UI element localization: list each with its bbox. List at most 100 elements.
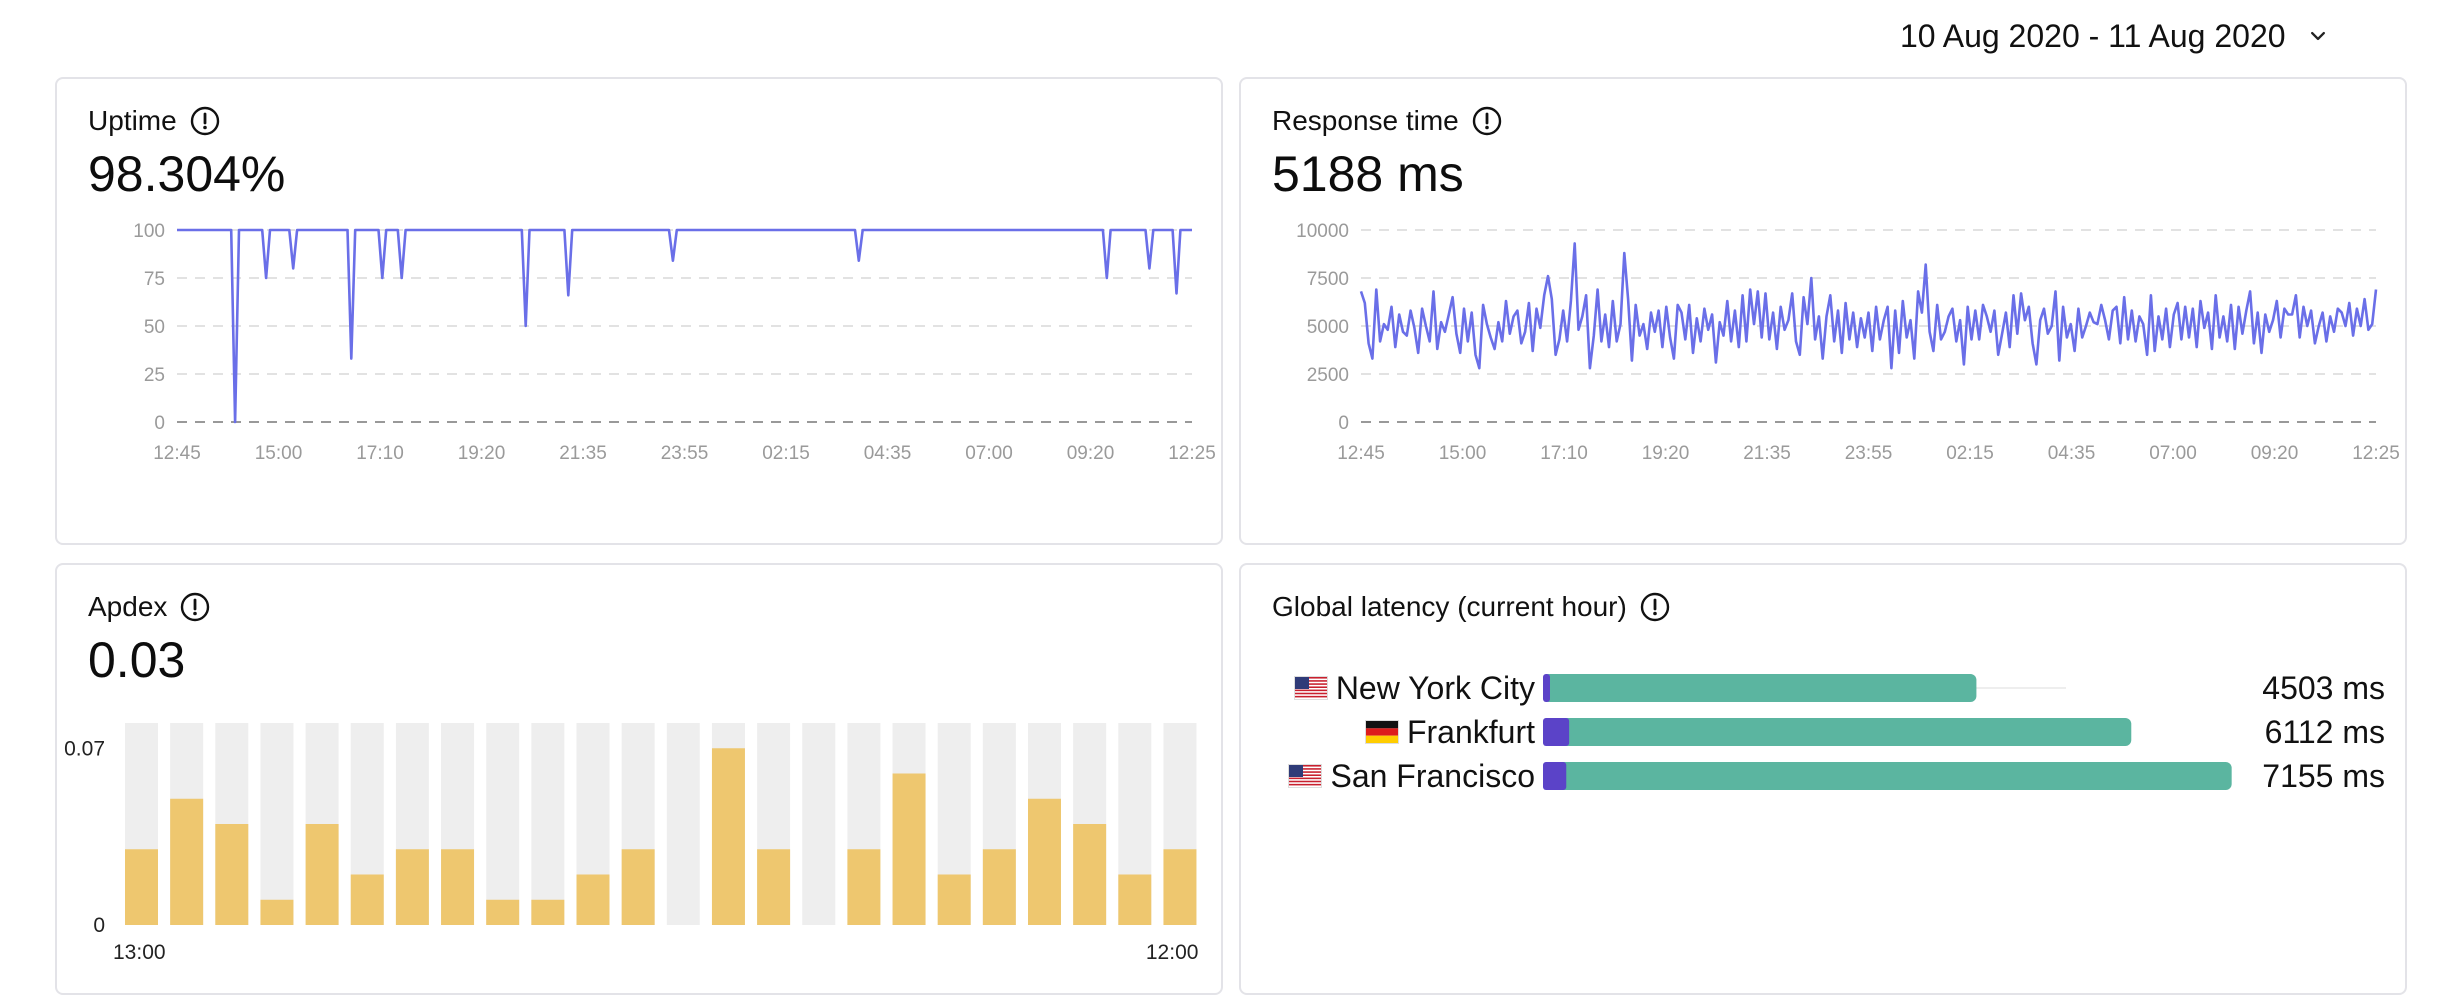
response-time-y-tick: 5000 bbox=[1307, 317, 1349, 338]
apdex-bar[interactable] bbox=[621, 849, 655, 925]
latency-bar[interactable] bbox=[1543, 718, 2132, 746]
uptime-x-tick: 12:25 bbox=[1168, 443, 1216, 464]
uptime-x-tick: 12:45 bbox=[153, 443, 201, 464]
apdex-bar[interactable] bbox=[441, 849, 475, 925]
uptime-header: Uptime bbox=[88, 105, 221, 137]
latency-location: San Francisco bbox=[1241, 756, 1535, 796]
us-flag-icon bbox=[1288, 764, 1323, 788]
apdex-y-tick: 0.07 bbox=[64, 737, 105, 760]
response-time-x-tick: 02:15 bbox=[1946, 443, 1994, 464]
uptime-x-tick: 04:35 bbox=[864, 443, 912, 464]
info-icon[interactable] bbox=[1639, 591, 1671, 623]
latency-bar[interactable] bbox=[1543, 762, 2232, 790]
latency-bar-row bbox=[1543, 762, 2232, 790]
latency-bar-row bbox=[1543, 718, 2132, 746]
global-latency-header: Global latency (current hour) bbox=[1272, 591, 1671, 623]
apdex-bar[interactable] bbox=[170, 798, 204, 925]
uptime-x-tick: 23:55 bbox=[661, 443, 709, 464]
uptime-x-tick: 21:35 bbox=[559, 443, 607, 464]
latency-city: Frankfurt bbox=[1406, 713, 1535, 750]
uptime-x-tick: 02:15 bbox=[762, 443, 810, 464]
latency-bar-segment bbox=[1543, 674, 1550, 702]
apdex-x-tick: 12:00 bbox=[1146, 941, 1199, 964]
apdex-bar[interactable] bbox=[260, 899, 294, 925]
apdex-bar[interactable] bbox=[892, 773, 926, 926]
response-time-y-tick: 7500 bbox=[1307, 269, 1349, 290]
response-time-card: Response time 5188 ms 10000 7500 5000 2500 0… bbox=[1239, 77, 2407, 545]
response-time-x-tick: 09:20 bbox=[2251, 443, 2299, 464]
response-time-y-tick: 2500 bbox=[1307, 365, 1349, 386]
info-icon[interactable] bbox=[1471, 105, 1503, 137]
response-time-x-tick: 23:55 bbox=[1845, 443, 1893, 464]
response-time-series-line bbox=[1359, 242, 2378, 370]
apdex-bar[interactable] bbox=[847, 849, 881, 925]
apdex-bar[interactable] bbox=[486, 899, 520, 925]
apdex-bar[interactable] bbox=[1028, 798, 1061, 925]
apdex-bar[interactable] bbox=[1073, 824, 1107, 925]
apdex-bar[interactable] bbox=[1118, 874, 1152, 926]
latency-value: 7155 ms bbox=[2262, 757, 2385, 794]
uptime-value: 98.304% bbox=[88, 146, 286, 202]
apdex-bar-track bbox=[666, 723, 700, 925]
info-icon[interactable] bbox=[189, 105, 221, 137]
apdex-title: Apdex bbox=[88, 591, 168, 622]
apdex-bar[interactable] bbox=[937, 874, 971, 926]
response-time-header: Response time bbox=[1272, 105, 1503, 137]
apdex-bar-track bbox=[260, 723, 294, 925]
latency-value: 4503 ms bbox=[2262, 669, 2385, 706]
apdex-x-tick: 13:00 bbox=[113, 941, 166, 964]
global-latency-title: Global latency (current hour) bbox=[1272, 591, 1627, 622]
uptime-x-tick: 07:00 bbox=[965, 443, 1013, 464]
apdex-bar-chart: 0.07 0 13:00 12:00 bbox=[64, 723, 1199, 964]
apdex-value: 0.03 bbox=[88, 632, 186, 688]
apdex-bar[interactable] bbox=[576, 874, 610, 926]
us-flag-icon bbox=[1293, 676, 1328, 700]
response-time-line-chart: 10000 7500 5000 2500 0 12:45 15:00 17:10 19:20 21… bbox=[1296, 221, 2400, 464]
apdex-bar-track bbox=[802, 723, 836, 925]
response-time-x-tick: 19:20 bbox=[1642, 443, 1690, 464]
chevron-down-icon bbox=[2310, 31, 2325, 41]
apdex-bar[interactable] bbox=[125, 849, 158, 925]
apdex-bar[interactable] bbox=[350, 874, 384, 926]
apdex-card: Apdex 0.03 0.07 0 13:00 12:00 bbox=[55, 563, 1223, 995]
apdex-bar-track bbox=[531, 723, 565, 925]
uptime-x-tick: 09:20 bbox=[1067, 443, 1115, 464]
apdex-header: Apdex bbox=[88, 591, 211, 623]
apdex-bar[interactable] bbox=[531, 899, 565, 925]
latency-value: 6112 ms bbox=[2264, 713, 2385, 750]
latency-bar-segment bbox=[1543, 718, 1570, 746]
uptime-y-tick: 75 bbox=[144, 269, 165, 290]
apdex-bar[interactable] bbox=[215, 824, 249, 925]
uptime-y-tick: 25 bbox=[144, 365, 165, 386]
apdex-y-tick: 0 bbox=[93, 914, 105, 937]
response-time-title: Response time bbox=[1272, 105, 1459, 136]
apdex-bar[interactable] bbox=[982, 849, 1016, 925]
date-range-label: 10 Aug 2020 - 11 Aug 2020 bbox=[1900, 17, 2286, 54]
date-range-picker[interactable]: 10 Aug 2020 - 11 Aug 2020 bbox=[1900, 6, 2332, 66]
apdex-bar[interactable] bbox=[395, 849, 429, 925]
response-time-x-tick: 15:00 bbox=[1439, 443, 1487, 464]
uptime-series-line bbox=[177, 228, 1192, 424]
apdex-bar[interactable] bbox=[757, 849, 791, 925]
apdex-bar[interactable] bbox=[305, 824, 339, 925]
latency-location: Frankfurt bbox=[1241, 712, 1535, 752]
latency-location: New York City bbox=[1241, 668, 1535, 708]
uptime-y-tick: 100 bbox=[133, 221, 165, 242]
apdex-bar[interactable] bbox=[1163, 849, 1197, 925]
de-flag-icon bbox=[1364, 720, 1399, 744]
uptime-y-tick: 50 bbox=[144, 317, 165, 338]
response-time-x-tick: 07:00 bbox=[2149, 443, 2197, 464]
uptime-x-tick: 15:00 bbox=[255, 443, 303, 464]
response-time-x-tick: 12:45 bbox=[1337, 443, 1385, 464]
response-time-x-tick: 04:35 bbox=[2048, 443, 2096, 464]
response-time-y-tick: 10000 bbox=[1296, 221, 1349, 242]
uptime-y-tick: 0 bbox=[154, 413, 165, 434]
latency-bar[interactable] bbox=[1543, 674, 1977, 702]
uptime-x-tick: 17:10 bbox=[356, 443, 404, 464]
apdex-bar-track bbox=[486, 723, 520, 925]
global-latency-card: Global latency (current hour) New York C… bbox=[1239, 563, 2407, 995]
info-icon[interactable] bbox=[179, 591, 211, 623]
apdex-bar[interactable] bbox=[711, 748, 745, 925]
response-time-value: 5188 ms bbox=[1272, 146, 1464, 202]
uptime-card: Uptime 98.304% 100 75 50 25 0 12:45 15:00 17:10… bbox=[55, 77, 1223, 545]
